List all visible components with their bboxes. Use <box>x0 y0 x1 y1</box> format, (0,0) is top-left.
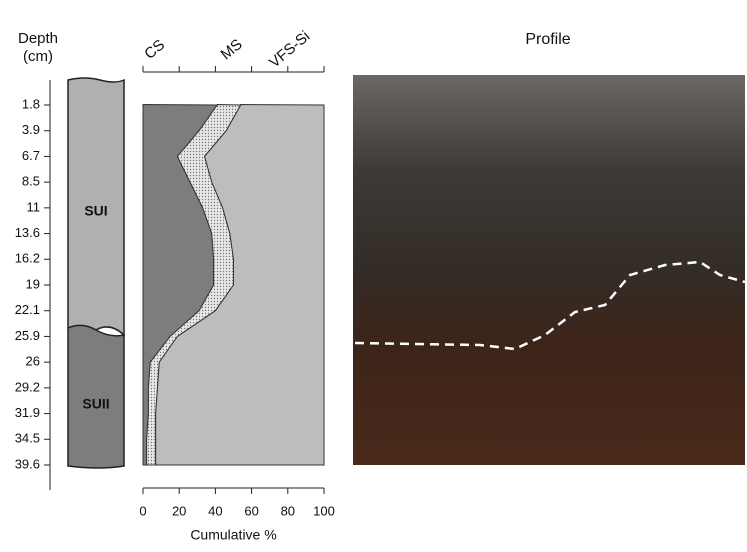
y-tick-label: 6.7 <box>22 148 40 163</box>
x-tick-label: 40 <box>208 503 222 518</box>
y-tick-label: 39.6 <box>15 456 40 471</box>
x-tick-label: 20 <box>172 503 186 518</box>
y-tick-label: 29.2 <box>15 379 40 394</box>
chart: SUI SUII Profile 1.8 3.9 6.7 8.5 11 13.6 16.2 1… <box>0 0 747 552</box>
x-axis-label: Cumulative % <box>190 527 276 543</box>
x-tick-label: 100 <box>313 503 335 518</box>
y-tick-label: 34.5 <box>15 431 40 446</box>
profile-photo <box>353 75 745 465</box>
x-tick-label: 60 <box>244 503 258 518</box>
series-label: CS <box>141 36 168 62</box>
y-tick-label: 11 <box>27 199 41 214</box>
y-tick-label: 22.1 <box>15 302 40 317</box>
x-tick-label: 80 <box>281 503 295 518</box>
y-tick-label: 8.5 <box>22 174 40 189</box>
unit-label: SUI <box>84 203 107 219</box>
y-tick-label: 13.6 <box>15 225 40 240</box>
y-tick-label: 3.9 <box>22 122 40 137</box>
y-tick-label: 1.8 <box>22 96 40 111</box>
y-tick-label: 26 <box>26 354 40 369</box>
y-tick-label: 25.9 <box>15 328 40 343</box>
photo-title: Profile <box>525 31 570 48</box>
page: SUI SUII Profile 1.8 3.9 6.7 8.5 11 13.6 16.2 1… <box>0 0 747 552</box>
series-label: VFS-Si <box>266 28 313 72</box>
series-label: MS <box>218 36 246 63</box>
y-tick-label: 16.2 <box>15 251 40 266</box>
x-tick-label: 0 <box>139 503 146 518</box>
y-tick-label: 31.9 <box>15 405 40 420</box>
unit-label: SUII <box>82 396 109 412</box>
y-tick-label: 19 <box>26 276 40 291</box>
y-axis-label: Depth (cm) <box>8 30 68 66</box>
